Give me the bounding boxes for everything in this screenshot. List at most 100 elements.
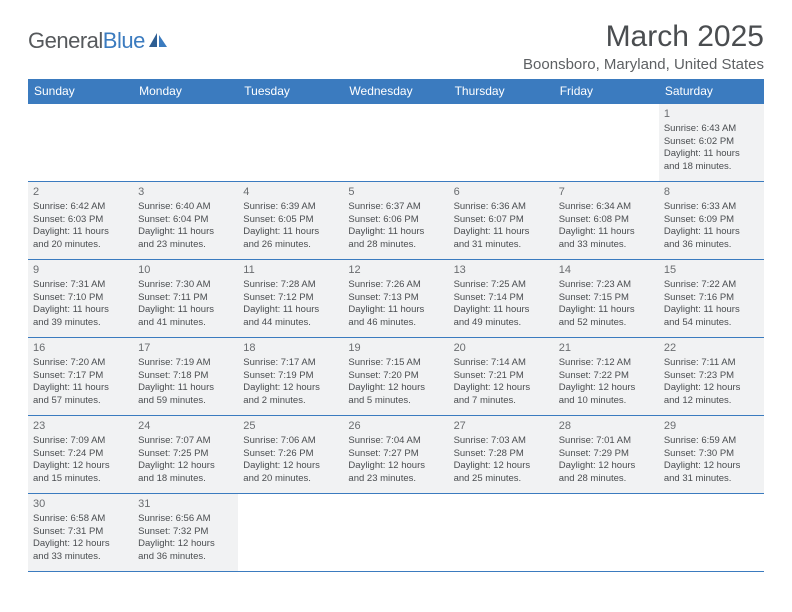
day-sunset: Sunset: 7:21 PM	[454, 370, 549, 383]
day-day1: Daylight: 12 hours	[664, 382, 759, 395]
day-number: 20	[454, 341, 549, 356]
day-sunset: Sunset: 7:28 PM	[454, 448, 549, 461]
day-cell: 10Sunrise: 7:30 AMSunset: 7:11 PMDayligh…	[133, 260, 238, 338]
calendar-body: 1Sunrise: 6:43 AMSunset: 6:02 PMDaylight…	[28, 104, 764, 572]
day-sunset: Sunset: 7:15 PM	[559, 292, 654, 305]
day-day2: and 31 minutes.	[664, 473, 759, 486]
day-sunrise: Sunrise: 6:36 AM	[454, 201, 549, 214]
weekday-header: Friday	[554, 79, 659, 104]
day-number: 10	[138, 263, 233, 278]
day-day2: and 25 minutes.	[454, 473, 549, 486]
day-sunset: Sunset: 6:05 PM	[243, 214, 338, 227]
day-day2: and 20 minutes.	[243, 473, 338, 486]
day-day2: and 54 minutes.	[664, 317, 759, 330]
day-cell: 30Sunrise: 6:58 AMSunset: 7:31 PMDayligh…	[28, 494, 133, 572]
day-sunset: Sunset: 7:27 PM	[348, 448, 443, 461]
day-number: 23	[33, 419, 128, 434]
weekday-header: Tuesday	[238, 79, 343, 104]
weekday-header: Thursday	[449, 79, 554, 104]
day-number: 22	[664, 341, 759, 356]
day-day2: and 28 minutes.	[348, 239, 443, 252]
day-day2: and 49 minutes.	[454, 317, 549, 330]
day-day1: Daylight: 11 hours	[243, 226, 338, 239]
day-cell: 28Sunrise: 7:01 AMSunset: 7:29 PMDayligh…	[554, 416, 659, 494]
day-cell: 13Sunrise: 7:25 AMSunset: 7:14 PMDayligh…	[449, 260, 554, 338]
day-day1: Daylight: 11 hours	[664, 148, 759, 161]
weekday-header: Sunday	[28, 79, 133, 104]
day-sunrise: Sunrise: 7:15 AM	[348, 357, 443, 370]
day-day2: and 15 minutes.	[33, 473, 128, 486]
day-day2: and 12 minutes.	[664, 395, 759, 408]
day-day2: and 18 minutes.	[664, 161, 759, 174]
day-day2: and 23 minutes.	[348, 473, 443, 486]
week-row: 30Sunrise: 6:58 AMSunset: 7:31 PMDayligh…	[28, 494, 764, 572]
day-sunset: Sunset: 6:02 PM	[664, 136, 759, 149]
day-sunset: Sunset: 7:32 PM	[138, 526, 233, 539]
day-number: 14	[559, 263, 654, 278]
day-cell	[238, 104, 343, 182]
day-day1: Daylight: 11 hours	[348, 226, 443, 239]
day-sunset: Sunset: 7:29 PM	[559, 448, 654, 461]
day-number: 28	[559, 419, 654, 434]
day-cell	[343, 494, 448, 572]
day-sunrise: Sunrise: 6:58 AM	[33, 513, 128, 526]
day-day1: Daylight: 12 hours	[348, 460, 443, 473]
weekday-header: Saturday	[659, 79, 764, 104]
day-cell: 1Sunrise: 6:43 AMSunset: 6:02 PMDaylight…	[659, 104, 764, 182]
day-day1: Daylight: 11 hours	[664, 226, 759, 239]
day-day1: Daylight: 12 hours	[138, 538, 233, 551]
day-sunrise: Sunrise: 7:25 AM	[454, 279, 549, 292]
day-sunrise: Sunrise: 7:11 AM	[664, 357, 759, 370]
day-sunset: Sunset: 7:20 PM	[348, 370, 443, 383]
day-cell: 7Sunrise: 6:34 AMSunset: 6:08 PMDaylight…	[554, 182, 659, 260]
week-row: 23Sunrise: 7:09 AMSunset: 7:24 PMDayligh…	[28, 416, 764, 494]
day-day2: and 5 minutes.	[348, 395, 443, 408]
logo-text-1: General	[28, 28, 103, 54]
day-cell	[449, 104, 554, 182]
day-number: 29	[664, 419, 759, 434]
day-cell: 9Sunrise: 7:31 AMSunset: 7:10 PMDaylight…	[28, 260, 133, 338]
day-cell: 4Sunrise: 6:39 AMSunset: 6:05 PMDaylight…	[238, 182, 343, 260]
day-number: 3	[138, 185, 233, 200]
weekday-header: Monday	[133, 79, 238, 104]
day-sunset: Sunset: 7:12 PM	[243, 292, 338, 305]
day-cell: 2Sunrise: 6:42 AMSunset: 6:03 PMDaylight…	[28, 182, 133, 260]
day-number: 12	[348, 263, 443, 278]
day-cell	[343, 104, 448, 182]
day-day1: Daylight: 12 hours	[243, 382, 338, 395]
day-sunset: Sunset: 7:11 PM	[138, 292, 233, 305]
day-sunrise: Sunrise: 6:56 AM	[138, 513, 233, 526]
day-day2: and 10 minutes.	[559, 395, 654, 408]
day-number: 17	[138, 341, 233, 356]
day-day2: and 36 minutes.	[138, 551, 233, 564]
month-title: March 2025	[523, 20, 764, 54]
day-day1: Daylight: 12 hours	[33, 460, 128, 473]
day-sunrise: Sunrise: 7:28 AM	[243, 279, 338, 292]
day-number: 1	[664, 107, 759, 122]
week-row: 2Sunrise: 6:42 AMSunset: 6:03 PMDaylight…	[28, 182, 764, 260]
day-number: 11	[243, 263, 338, 278]
day-day1: Daylight: 11 hours	[33, 382, 128, 395]
day-sunset: Sunset: 7:17 PM	[33, 370, 128, 383]
day-day1: Daylight: 11 hours	[138, 382, 233, 395]
day-day1: Daylight: 12 hours	[559, 382, 654, 395]
day-sunset: Sunset: 6:06 PM	[348, 214, 443, 227]
day-sunrise: Sunrise: 7:12 AM	[559, 357, 654, 370]
day-number: 6	[454, 185, 549, 200]
day-sunrise: Sunrise: 7:06 AM	[243, 435, 338, 448]
day-cell: 16Sunrise: 7:20 AMSunset: 7:17 PMDayligh…	[28, 338, 133, 416]
day-number: 24	[138, 419, 233, 434]
day-sunrise: Sunrise: 7:30 AM	[138, 279, 233, 292]
week-row: 9Sunrise: 7:31 AMSunset: 7:10 PMDaylight…	[28, 260, 764, 338]
day-cell: 5Sunrise: 6:37 AMSunset: 6:06 PMDaylight…	[343, 182, 448, 260]
day-sunset: Sunset: 7:13 PM	[348, 292, 443, 305]
day-sunrise: Sunrise: 7:01 AM	[559, 435, 654, 448]
weekday-header: Wednesday	[343, 79, 448, 104]
week-row: 1Sunrise: 6:43 AMSunset: 6:02 PMDaylight…	[28, 104, 764, 182]
day-number: 19	[348, 341, 443, 356]
location: Boonsboro, Maryland, United States	[523, 56, 764, 73]
day-cell	[28, 104, 133, 182]
day-day2: and 57 minutes.	[33, 395, 128, 408]
day-number: 30	[33, 497, 128, 512]
day-day2: and 33 minutes.	[33, 551, 128, 564]
